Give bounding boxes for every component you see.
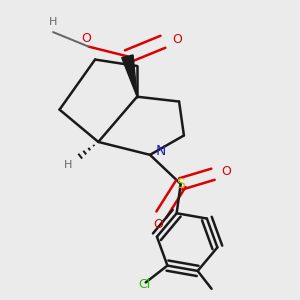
Text: O: O <box>153 218 163 232</box>
Text: N: N <box>155 144 166 158</box>
Text: Cl: Cl <box>138 278 150 291</box>
Text: O: O <box>172 33 182 46</box>
Polygon shape <box>122 55 137 97</box>
Text: O: O <box>81 32 91 45</box>
Text: O: O <box>222 165 232 178</box>
Text: H: H <box>63 160 72 170</box>
Text: H: H <box>49 17 57 27</box>
Text: S: S <box>176 177 185 191</box>
